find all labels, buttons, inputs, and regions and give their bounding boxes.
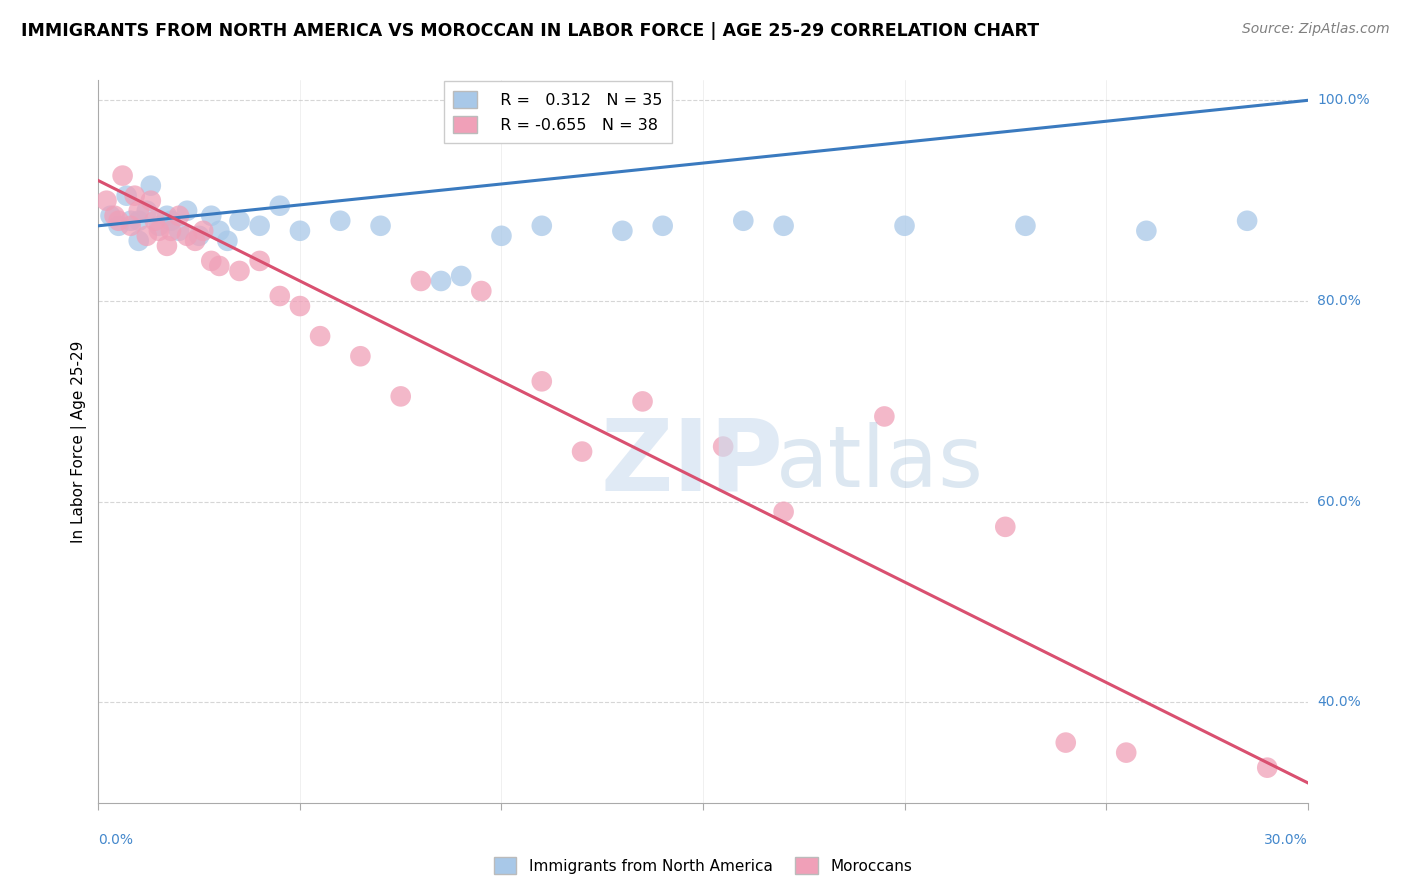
Point	[651, 219, 673, 233]
Legend: Immigrants from North America, Moroccans: Immigrants from North America, Moroccans	[488, 851, 918, 880]
Text: 60.0%: 60.0%	[1317, 495, 1361, 508]
Point	[176, 228, 198, 243]
Point	[156, 239, 179, 253]
Point	[167, 224, 190, 238]
Point	[893, 219, 915, 233]
Point	[772, 219, 794, 233]
Point	[571, 444, 593, 458]
Point	[450, 268, 472, 283]
Point	[139, 178, 162, 193]
Point	[1135, 224, 1157, 238]
Point	[115, 188, 138, 202]
Point	[994, 520, 1017, 534]
Y-axis label: In Labor Force | Age 25-29: In Labor Force | Age 25-29	[72, 341, 87, 542]
Point	[139, 194, 162, 208]
Point	[409, 274, 432, 288]
Point	[288, 224, 311, 238]
Text: 40.0%: 40.0%	[1317, 696, 1361, 709]
Point	[148, 219, 170, 233]
Text: atlas: atlas	[776, 422, 984, 505]
Point	[370, 219, 392, 233]
Point	[530, 219, 553, 233]
Point	[143, 213, 166, 227]
Text: 80.0%: 80.0%	[1317, 294, 1361, 308]
Point	[107, 219, 129, 233]
Point	[135, 228, 157, 243]
Point	[107, 213, 129, 227]
Text: ZIP: ZIP	[600, 415, 783, 512]
Point	[1236, 213, 1258, 227]
Point	[100, 209, 122, 223]
Point	[200, 253, 222, 268]
Point	[389, 389, 412, 403]
Text: IMMIGRANTS FROM NORTH AMERICA VS MOROCCAN IN LABOR FORCE | AGE 25-29 CORRELATION: IMMIGRANTS FROM NORTH AMERICA VS MOROCCA…	[21, 22, 1039, 40]
Point	[167, 209, 190, 223]
Point	[128, 234, 150, 248]
Point	[269, 289, 291, 303]
Point	[631, 394, 654, 409]
Point	[120, 213, 142, 227]
Point	[188, 228, 211, 243]
Point	[349, 349, 371, 363]
Point	[193, 224, 215, 238]
Point	[772, 505, 794, 519]
Legend:   R =   0.312   N = 35,   R = -0.655   N = 38: R = 0.312 N = 35, R = -0.655 N = 38	[444, 81, 672, 143]
Point	[128, 213, 150, 227]
Point	[228, 213, 250, 227]
Point	[612, 224, 634, 238]
Point	[200, 209, 222, 223]
Point	[120, 219, 142, 233]
Text: 100.0%: 100.0%	[1317, 94, 1369, 107]
Point	[1115, 746, 1137, 760]
Point	[176, 203, 198, 218]
Point	[184, 234, 207, 248]
Point	[711, 440, 734, 454]
Point	[103, 209, 125, 223]
Point	[329, 213, 352, 227]
Point	[124, 188, 146, 202]
Point	[530, 375, 553, 389]
Point	[249, 253, 271, 268]
Point	[148, 224, 170, 238]
Point	[208, 224, 231, 238]
Point	[1014, 219, 1036, 233]
Text: Source: ZipAtlas.com: Source: ZipAtlas.com	[1241, 22, 1389, 37]
Text: 30.0%: 30.0%	[1264, 833, 1308, 847]
Point	[208, 259, 231, 273]
Point	[111, 169, 134, 183]
Point	[160, 213, 183, 227]
Point	[128, 203, 150, 218]
Point	[1054, 735, 1077, 749]
Point	[269, 199, 291, 213]
Point	[160, 224, 183, 238]
Point	[733, 213, 755, 227]
Point	[96, 194, 118, 208]
Point	[135, 203, 157, 218]
Point	[217, 234, 239, 248]
Point	[288, 299, 311, 313]
Point	[249, 219, 271, 233]
Point	[470, 284, 492, 298]
Point	[156, 209, 179, 223]
Point	[309, 329, 332, 343]
Point	[491, 228, 513, 243]
Point	[430, 274, 453, 288]
Point	[873, 409, 896, 424]
Point	[1256, 761, 1278, 775]
Text: 0.0%: 0.0%	[98, 833, 134, 847]
Point	[228, 264, 250, 278]
